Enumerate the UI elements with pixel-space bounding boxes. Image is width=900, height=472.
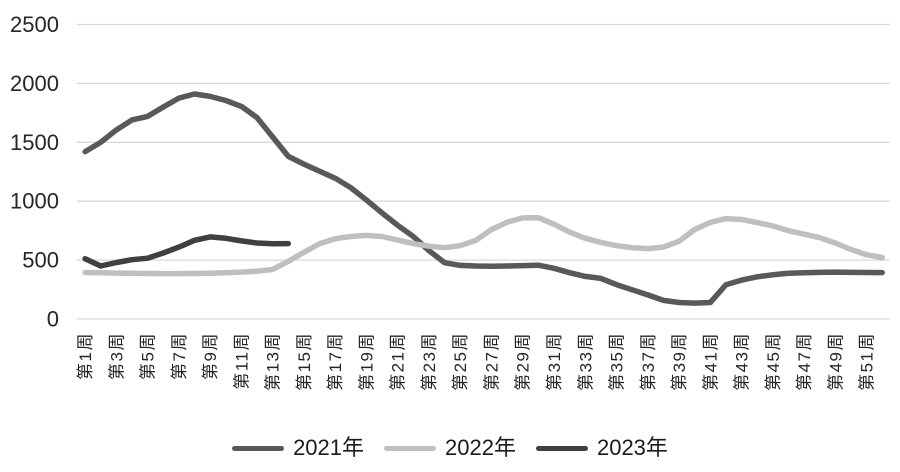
legend-label: 2021年 [293, 435, 365, 460]
x-axis-tick-label: 第35周 [608, 332, 627, 391]
x-axis-tick-label: 第7周 [170, 332, 189, 380]
x-axis-tick-label: 第25周 [451, 332, 470, 391]
x-axis-tick-label: 第51周 [858, 332, 877, 391]
legend-item-2022年: 2022年 [384, 437, 516, 459]
x-axis-tick-label: 第23周 [420, 332, 439, 391]
x-axis-tick-label: 第49周 [826, 332, 845, 391]
y-axis-tick-label: 500 [22, 248, 59, 273]
legend-line-swatch [232, 445, 285, 451]
legend-line-swatch [384, 445, 437, 451]
y-axis-tick-label: 1500 [10, 130, 59, 155]
x-axis-tick-label: 第15周 [295, 332, 314, 391]
x-axis-tick-label: 第11周 [232, 332, 251, 390]
x-axis-tick-label: 第3周 [107, 332, 126, 380]
series-line-2021年 [82, 91, 885, 306]
legend-line-swatch [535, 445, 588, 451]
chart-legend: 2021年 2022年 2023年 [0, 428, 900, 468]
x-axis-tick-label: 第9周 [201, 332, 220, 380]
x-axis-tick-label: 第41周 [701, 332, 720, 391]
x-axis-tick-label: 第21周 [389, 332, 408, 391]
x-axis-tick-label: 第31周 [545, 332, 564, 391]
series-line-2023年 [82, 234, 292, 269]
x-axis-tick-label: 第39周 [670, 332, 689, 391]
x-axis-tick-label: 第19周 [357, 332, 376, 391]
y-axis-tick-label: 1000 [10, 189, 59, 214]
x-axis-tick-label: 第37周 [639, 332, 658, 391]
series-line-2022年 [82, 214, 885, 277]
x-axis-tick-label: 第47周 [795, 332, 814, 391]
weekly-line-chart: 05001000150020002500第1周 第3周 第5周 第7周 第9周 第11周第… [10, 12, 890, 391]
x-axis-tick-label: 第43周 [733, 332, 752, 391]
y-axis-tick-label: 2000 [10, 71, 59, 96]
x-axis-tick-label: 第27周 [482, 332, 501, 391]
y-axis-tick-label: 0 [47, 307, 59, 332]
y-axis-tick-label: 2500 [10, 12, 59, 37]
x-axis-tick-label: 第1周 [76, 332, 95, 380]
legend-item-2021年: 2021年 [232, 437, 364, 459]
legend-item-2023年: 2023年 [535, 435, 668, 460]
x-axis-tick-label: 第45周 [764, 332, 783, 391]
x-axis-tick-label: 第33周 [576, 332, 595, 391]
x-axis-tick-label: 第17周 [326, 332, 345, 391]
x-axis-tick-label: 第29周 [514, 332, 533, 391]
legend-label: 2023年 [596, 435, 668, 460]
legend-label: 2022年 [445, 435, 516, 460]
x-axis-tick-label: 第5周 [139, 332, 158, 380]
x-axis-tick-label: 第13周 [264, 332, 283, 391]
